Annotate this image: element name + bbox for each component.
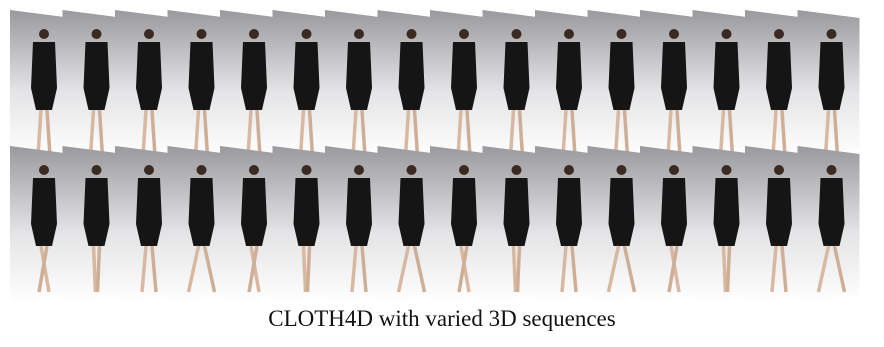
jacket [31,42,57,110]
head [92,29,102,39]
jacket [346,42,372,110]
jacket [609,178,635,246]
jacket [504,178,530,246]
jacket [399,178,425,246]
head [564,29,574,39]
head [827,29,837,39]
head [722,29,732,39]
jacket [346,178,372,246]
head [39,165,49,175]
jacket [766,178,792,246]
page: CLOTH4D with varied 3D sequences (() => … [0,0,884,347]
jacket [241,178,267,246]
jacket [661,42,687,110]
head [302,165,312,175]
leg [724,246,726,292]
jacket [766,42,792,110]
jacket [189,178,215,246]
head [407,165,417,175]
leg [728,246,730,292]
head [144,29,154,39]
jacket [31,178,57,246]
jacket [819,178,845,246]
head [354,165,364,175]
head [197,29,207,39]
head [407,29,417,39]
head [197,165,207,175]
head [669,165,679,175]
jacket [294,178,320,246]
jacket [84,42,110,110]
jacket [136,178,162,246]
jacket [556,42,582,110]
jacket [609,42,635,110]
leg [308,246,310,292]
head [774,29,784,39]
head [617,29,627,39]
jacket [241,42,267,110]
jacket [714,178,740,246]
head [827,165,837,175]
head [39,29,49,39]
caption: CLOTH4D with varied 3D sequences [0,306,884,332]
jacket [136,42,162,110]
head [564,165,574,175]
head [512,165,522,175]
head [459,165,469,175]
head [459,29,469,39]
head [144,165,154,175]
head [92,165,102,175]
figure [0,0,884,305]
jacket [451,178,477,246]
jacket [189,42,215,110]
frame [798,146,860,304]
jacket [84,178,110,246]
leg [94,246,96,292]
leg [304,246,306,292]
head [249,29,259,39]
jacket [714,42,740,110]
jacket [399,42,425,110]
jacket [294,42,320,110]
jacket [451,42,477,110]
head [249,165,259,175]
head [617,165,627,175]
frame [798,10,860,158]
head [669,29,679,39]
jacket [504,42,530,110]
jacket [556,178,582,246]
head [774,165,784,175]
leg [518,246,520,292]
head [354,29,364,39]
jacket [819,42,845,110]
head [302,29,312,39]
head [512,29,522,39]
jacket [661,178,687,246]
leg [98,246,100,292]
leg [514,246,516,292]
head [722,165,732,175]
